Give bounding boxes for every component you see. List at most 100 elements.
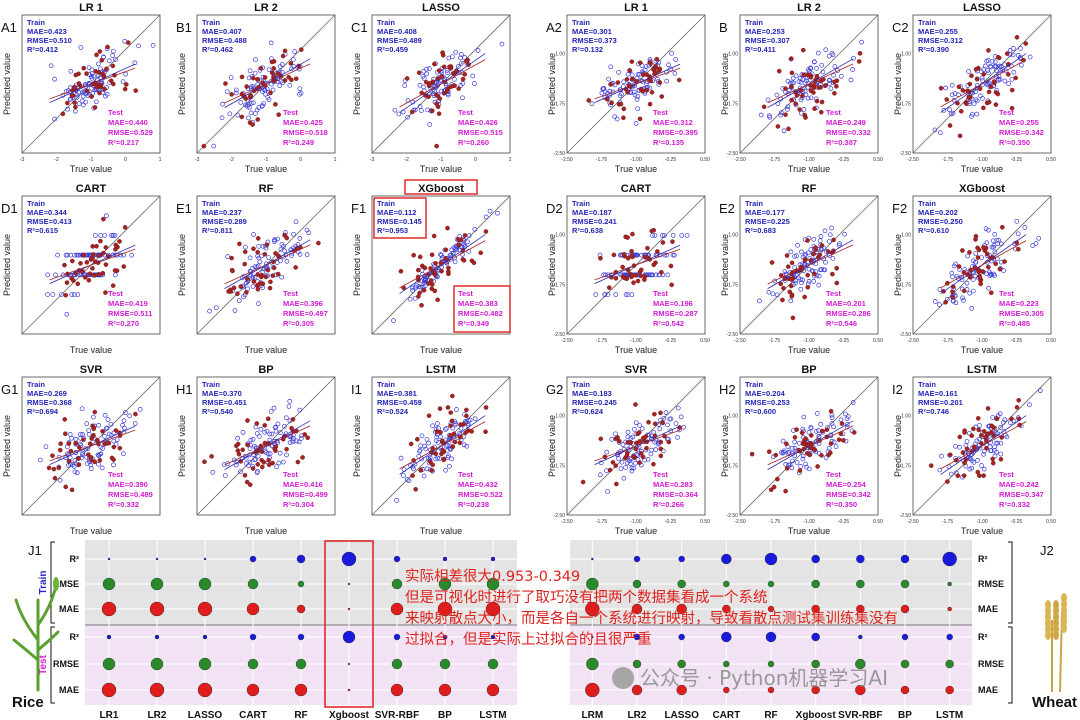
y-tick-label: -1.00 xyxy=(554,52,566,58)
test-point xyxy=(434,101,439,107)
test-point xyxy=(644,72,649,77)
x-tick-label: -2.50 xyxy=(907,338,919,344)
test-point xyxy=(103,262,109,267)
test-rmse: RMSE=0.364 xyxy=(653,490,699,499)
panel-title: LR 2 xyxy=(254,2,278,14)
x-tick-label: -2.50 xyxy=(734,519,746,525)
test-point xyxy=(966,95,972,101)
test-point xyxy=(81,252,87,258)
train-point xyxy=(820,69,826,75)
test-point xyxy=(629,248,634,254)
test-point xyxy=(943,300,948,305)
train-point xyxy=(1015,52,1021,58)
train-point xyxy=(635,452,641,458)
train-point xyxy=(1010,52,1016,58)
train-point xyxy=(254,431,260,436)
panel-title: CART xyxy=(621,183,652,195)
bubble xyxy=(856,579,865,589)
bubble xyxy=(767,686,775,694)
train-point xyxy=(798,110,804,116)
bubble xyxy=(767,605,775,613)
bubble xyxy=(946,633,953,641)
test-point xyxy=(439,268,444,274)
train-point xyxy=(287,398,293,404)
train-point xyxy=(240,430,246,435)
test-point xyxy=(255,236,261,241)
test-point xyxy=(113,242,119,248)
train-point xyxy=(985,68,991,73)
x-tick-label: -1.00 xyxy=(976,519,988,525)
test-point xyxy=(986,264,991,270)
test-point xyxy=(100,270,106,276)
train-point xyxy=(245,103,250,109)
test-r2: R²=0.485 xyxy=(999,319,1030,328)
model-label: BP xyxy=(898,710,912,720)
test-point xyxy=(255,77,260,82)
test-point xyxy=(275,271,281,277)
train-point xyxy=(257,434,262,439)
test-point xyxy=(961,288,967,294)
train-point xyxy=(1002,417,1008,423)
y-tick-label: -2.50 xyxy=(727,151,739,157)
train-point xyxy=(419,433,425,439)
train-heading: Train xyxy=(572,199,590,208)
test-point xyxy=(445,225,450,231)
train-point xyxy=(475,48,481,53)
test-point xyxy=(262,75,268,80)
train-point xyxy=(969,458,975,463)
train-point xyxy=(277,64,283,69)
train-point xyxy=(250,284,256,289)
test-point xyxy=(598,436,604,442)
x-tick-label: -2 xyxy=(54,157,59,163)
train-point xyxy=(105,417,111,422)
panel-title: SVR xyxy=(625,364,648,376)
train-point xyxy=(974,111,980,117)
train-point xyxy=(98,444,104,450)
train-point xyxy=(1038,388,1043,393)
train-point xyxy=(997,76,1003,82)
panel-title: BP xyxy=(258,364,273,376)
train-point xyxy=(789,465,795,471)
train-point xyxy=(402,83,408,88)
train-point xyxy=(63,455,69,461)
test-point xyxy=(768,487,774,493)
test-point xyxy=(265,267,271,273)
train-point xyxy=(655,76,660,82)
test-point xyxy=(110,283,116,288)
train-point xyxy=(298,90,304,96)
test-point xyxy=(416,267,421,273)
train-point xyxy=(297,407,303,413)
bubble xyxy=(901,633,909,641)
train-point xyxy=(665,422,670,428)
test-point xyxy=(857,51,863,56)
panel-title: SVR xyxy=(80,364,103,376)
train-point xyxy=(253,111,258,116)
bubble xyxy=(811,604,820,614)
train-point xyxy=(278,246,284,252)
train-mae: MAE=0.344 xyxy=(27,208,68,217)
bubble xyxy=(585,682,600,698)
test-point xyxy=(629,253,635,259)
test-point xyxy=(440,52,446,58)
train-point xyxy=(292,49,297,54)
train-point xyxy=(235,112,241,118)
test-point xyxy=(638,267,644,273)
test-point xyxy=(606,285,612,290)
test-point xyxy=(97,49,103,54)
bubble xyxy=(249,555,257,563)
test-point xyxy=(818,109,824,115)
train-point xyxy=(258,426,264,432)
test-point xyxy=(90,244,95,249)
test-point xyxy=(91,273,97,278)
train-point xyxy=(605,292,611,297)
train-point xyxy=(275,236,280,242)
test-point xyxy=(988,290,994,296)
test-point xyxy=(100,71,105,77)
bubble xyxy=(632,579,642,589)
test-point xyxy=(73,72,79,78)
bubble-chart-rice: LR1 LR2 LASSO CART RF Xgboost SVR-RBF BP LSTMR²R… xyxy=(28,540,517,720)
test-point xyxy=(228,289,234,294)
test-point xyxy=(201,143,207,149)
train-point xyxy=(639,426,645,431)
